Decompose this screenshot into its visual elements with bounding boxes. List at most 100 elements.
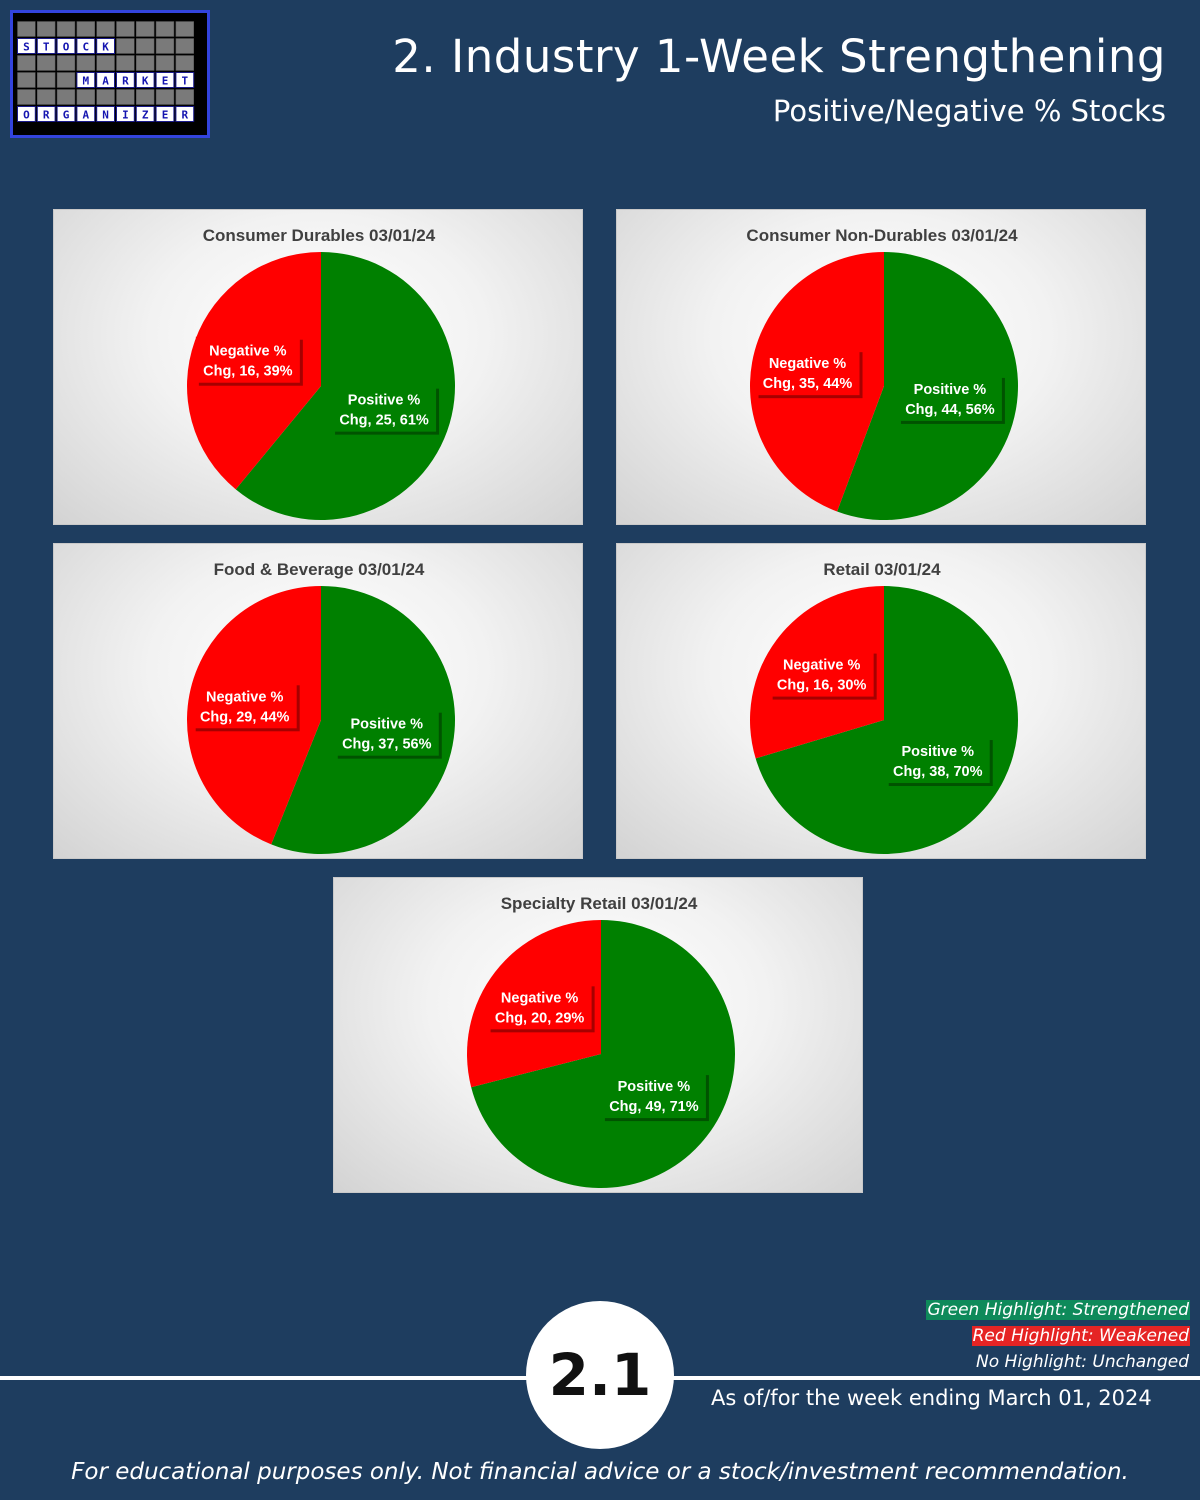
logo-cell [116, 106, 135, 122]
logo-cell [36, 106, 56, 122]
footer-divider-right [670, 1376, 1200, 1380]
logo-cell [136, 38, 155, 54]
page-title: 2. Industry 1-Week Strengthening [392, 30, 1166, 83]
pie-label-positive-line2: Chg, 38, 70% [893, 764, 983, 780]
pie-label-negative-line1: Negative % [783, 658, 860, 674]
pie-label-positive-line1: Positive % [618, 1079, 691, 1095]
logo-cell [155, 89, 175, 105]
pie-label-positive-line1: Positive % [348, 393, 421, 409]
logo-cell [116, 21, 135, 37]
logo-letter: A [82, 109, 89, 122]
pie-label-negative-line1: Negative % [501, 990, 578, 1006]
logo-cell [175, 55, 194, 71]
chart-panel-4: Specialty Retail 03/01/24 Positive % Chg, … [333, 877, 863, 1193]
disclaimer: For educational purposes only. Not finan… [71, 1459, 1129, 1485]
pie-label-positive-box [332, 385, 437, 432]
logo-cell [175, 106, 195, 122]
logo-cell [175, 38, 194, 54]
pie-label-negative-line1: Negative % [769, 356, 846, 372]
logo-cell [37, 55, 56, 71]
logo-cell [17, 89, 36, 105]
logo-letter: R [181, 109, 188, 122]
pie-label-positive-line1: Positive % [351, 717, 424, 733]
pie-label-negative-line2: Chg, 29, 44% [200, 709, 290, 725]
logo-cell [155, 106, 175, 122]
logo-letter: R [122, 75, 129, 88]
logo-cell [116, 38, 135, 54]
chart-panel-3: Retail 03/01/24 Positive % Chg, 38, 70% Neg… [616, 543, 1146, 859]
legend-none: No Highlight: Unchanged [976, 1352, 1189, 1372]
logo-cell [17, 55, 36, 71]
pie-label-positive-line2: Chg, 25, 61% [339, 413, 429, 429]
pie-slice-positive [755, 586, 1019, 854]
pie-label-positive-box [897, 374, 1002, 421]
logo-cell [116, 55, 135, 71]
logo-letter: K [102, 41, 109, 54]
logo-cell [96, 21, 115, 37]
chart-title: Retail 03/01/24 [823, 560, 941, 579]
logo-cell [76, 106, 96, 122]
footer-divider-left [0, 1376, 530, 1380]
pie-chart-retail: Retail 03/01/24 Positive % Chg, 38, 70% Neg… [750, 560, 1019, 854]
logo-cell [56, 106, 76, 122]
chart-title: Consumer Durables 03/01/24 [203, 226, 436, 245]
logo-cell [155, 21, 175, 37]
logo-cell [116, 89, 135, 105]
legend-green: Green Highlight: Strengthened [926, 1300, 1190, 1320]
logo-cell [56, 89, 76, 105]
logo-cell [155, 72, 175, 88]
pie-chart-consumer-durables: Consumer Durables 03/01/24 Positive % Chg,… [187, 226, 455, 520]
logo-cell [135, 72, 155, 88]
logo-cell [37, 21, 56, 37]
logo-letter: K [142, 75, 149, 88]
logo-cell [136, 89, 155, 105]
logo-cell [37, 72, 56, 88]
logo-cell [56, 21, 76, 37]
logo-cell [96, 72, 115, 88]
pie-label-negative-line2: Chg, 16, 30% [777, 678, 867, 694]
logo-cell [76, 21, 95, 37]
logo-letter: E [162, 109, 169, 122]
logo-letter: C [82, 41, 89, 54]
pie-chart-specialty-retail: Specialty Retail 03/01/24 Positive % Chg, … [467, 894, 735, 1188]
logo-cell [17, 38, 36, 54]
logo-letter: G [63, 109, 70, 122]
chart-title: Specialty Retail 03/01/24 [501, 894, 698, 913]
logo-cell [135, 106, 155, 122]
page-subtitle: Positive/Negative % Stocks [772, 94, 1166, 128]
logo-letter: E [162, 75, 169, 88]
pie-label-positive-box [885, 737, 990, 784]
pie-label-positive-box [601, 1072, 706, 1119]
logo-cell [136, 55, 155, 71]
logo-cell [37, 89, 56, 105]
pie-chart-consumer-non-durables: Consumer Non-Durables 03/01/24 Positive %… [746, 226, 1018, 520]
logo-cell [56, 55, 76, 71]
pie-label-negative-line1: Negative % [206, 689, 283, 705]
chart-title: Consumer Non-Durables 03/01/24 [746, 226, 1018, 245]
logo-cell [76, 89, 95, 105]
logo-cell [155, 38, 175, 54]
logo-cell [36, 38, 56, 54]
logo-cell [56, 72, 76, 88]
logo-cell [76, 38, 96, 54]
logo-letter: A [102, 75, 109, 88]
logo-letter: M [82, 75, 89, 88]
chart-panel-0: Consumer Durables 03/01/24 Positive % Chg,… [53, 209, 583, 525]
pie-chart-food-beverage: Food & Beverage 03/01/24 Positive % Chg, 3… [186, 560, 455, 854]
page-number: 2.1 [548, 1341, 652, 1409]
pie-label-negative-box [755, 349, 860, 396]
logo-letter: O [63, 41, 70, 54]
logo-cell [96, 89, 115, 105]
logo-cell [17, 106, 36, 122]
logo-cell [17, 72, 36, 88]
pie-label-positive-line2: Chg, 44, 56% [905, 402, 995, 418]
logo-cell [175, 89, 194, 105]
pie-label-negative-box [487, 983, 592, 1030]
pie-label-positive-line2: Chg, 37, 56% [342, 737, 432, 753]
pie-label-negative-line2: Chg, 16, 39% [203, 364, 293, 380]
page-number-badge: 2.1 [526, 1301, 674, 1449]
logo-cell [116, 72, 135, 88]
logo-letter: O [23, 109, 30, 122]
pie-label-negative-line2: Chg, 35, 44% [763, 376, 853, 392]
